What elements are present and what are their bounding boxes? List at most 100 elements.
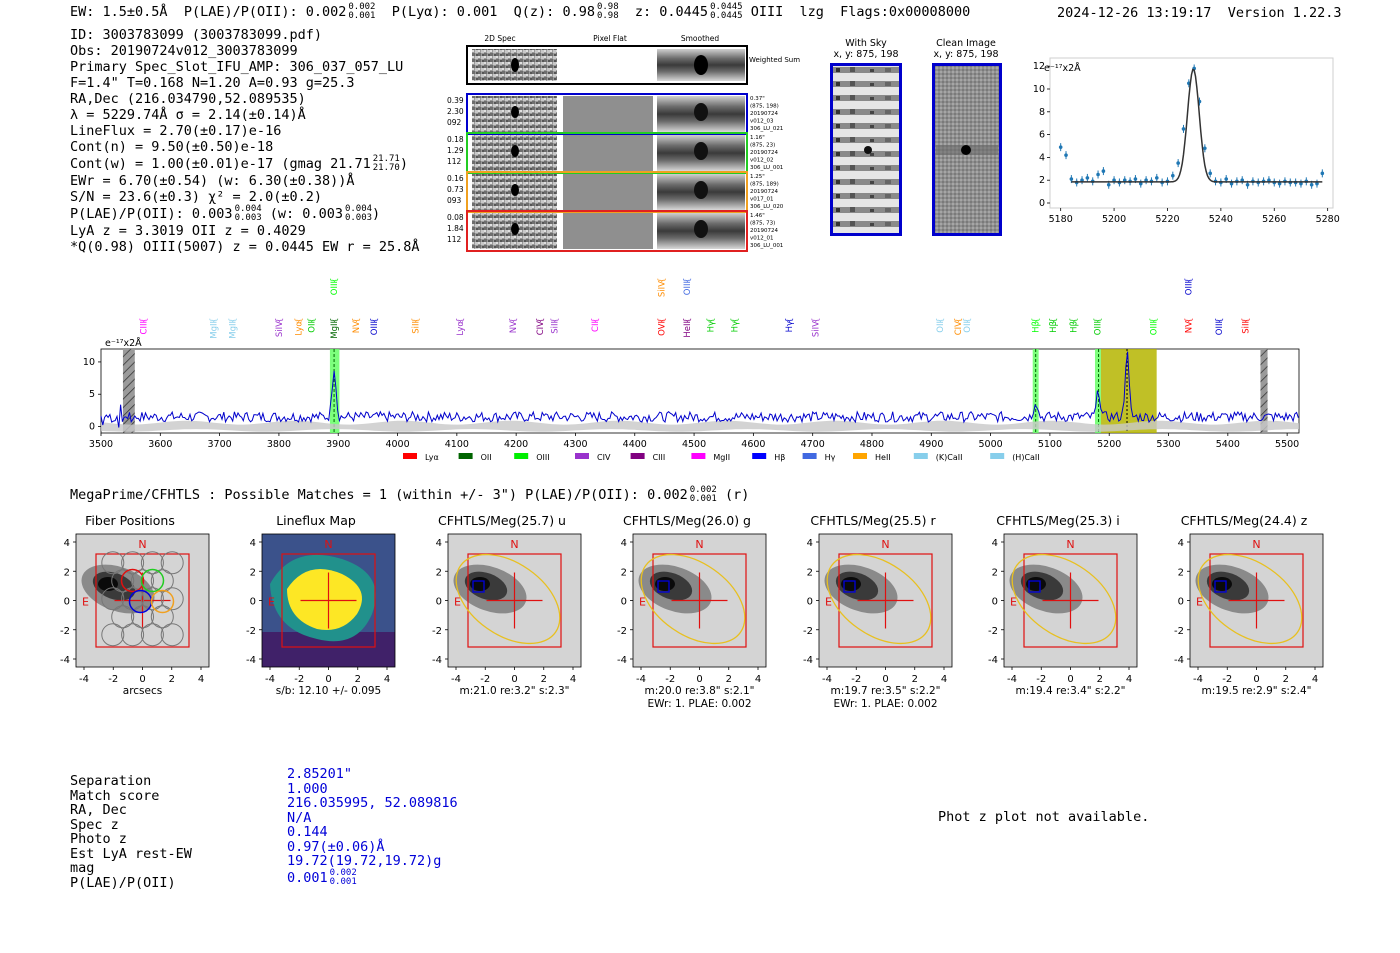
spec-line-marker: CII <box>591 321 601 332</box>
weighted-sum-label: Weighted Sum <box>749 56 800 64</box>
panel-xtick-label: -4 <box>1007 674 1017 685</box>
panel-blob-core <box>287 569 362 630</box>
header-ew: EW: 1.5±0.5Å <box>70 4 168 20</box>
legend-swatch <box>990 453 1005 459</box>
col-2dspec-label: 2D Spec <box>484 34 515 43</box>
spec-line-marker-brace: { <box>1070 318 1080 323</box>
match-ellipse <box>1011 553 1117 645</box>
spec-line-marker: OIII <box>1215 321 1225 335</box>
panel-ytick-label: 4 <box>621 538 627 549</box>
fiber-circle <box>101 623 125 647</box>
info-primary: Primary Spec_Slot_IFU_AMP: 306_037_057_L… <box>70 59 404 75</box>
megaprime-title: MegaPrime/CFHTLS : Possible Matches = 1 … <box>70 486 749 504</box>
panel-ytick-label: 4 <box>64 538 70 549</box>
spec-legend: Lyα OII OIII CIV CIII MgII Hβ Hγ HeII (K)CaII (H)C… <box>403 453 1040 462</box>
fiber-circle <box>131 605 154 629</box>
info-plae-b-lo: 0.003 <box>344 213 373 223</box>
fiber-circle <box>111 569 135 593</box>
zoom-ytick-label: 2 <box>1039 175 1045 186</box>
match-value: 1.000 <box>287 780 328 797</box>
aperture-box <box>95 553 190 648</box>
spec-line-marker: CIV <box>954 321 964 335</box>
panel-ytick-label: 2 <box>250 567 256 578</box>
with-sky-image <box>830 63 902 236</box>
spec-xtick-label: 4400 <box>623 439 647 450</box>
cutout-right-value: 306_LU_001 <box>750 243 783 249</box>
fiber-circle <box>160 587 184 611</box>
header-qz-hi: 0.98 <box>596 2 619 12</box>
panel-xtick-label: 2 <box>1097 674 1103 685</box>
aperture-box <box>838 553 933 648</box>
header-z-lo: 0.0445 <box>710 11 743 21</box>
zoom-point <box>1138 181 1143 186</box>
col-flat-label: Pixel Flat <box>593 34 627 43</box>
panel-caption: m:19.5 re:2.9" s:2.4" <box>1202 685 1312 697</box>
cutout-right-value: (875, 73) <box>750 221 775 227</box>
cutout-left-value: 112 <box>447 157 462 166</box>
spec-line-marker: MgII <box>229 321 239 339</box>
legend-label: OIII <box>536 453 549 462</box>
panel-xtick-label: -4 <box>265 674 275 685</box>
panel-xtick-label: 2 <box>355 674 361 685</box>
info-plae-b: (w: 0.003 <box>269 206 343 222</box>
spec-line-marker-brace: { <box>785 318 795 323</box>
legend-swatch <box>514 453 529 459</box>
match-marker <box>843 580 856 593</box>
cutout-source <box>511 106 519 118</box>
cutout-right-value: v017_01 <box>750 197 774 203</box>
panel-ytick-label: -2 <box>60 626 70 637</box>
spec-xtick-label: 3800 <box>267 439 291 450</box>
spec-line-marker: HeII <box>683 321 693 338</box>
cutout-left-value: 093 <box>447 196 462 205</box>
spec-line-marker: OIII <box>370 321 380 335</box>
spectra-cutouts: 2D Spec Pixel Flat Smoothed Weighted Sum… <box>445 32 800 254</box>
header-version: Version 1.22.3 <box>1227 5 1342 21</box>
spec-line-marker-brace: { <box>210 318 220 323</box>
panel-xtick-label: -2 <box>665 674 675 685</box>
zoom-ytick-label: 4 <box>1039 152 1045 163</box>
match-value: 19.72(19.72,19.72)g <box>287 853 442 869</box>
north-label: N <box>695 538 703 551</box>
fiber-circle <box>160 551 184 575</box>
legend-label: Hγ <box>825 453 836 462</box>
spec-line-marker: SiII <box>1242 321 1252 334</box>
panel-ytick-label: 2 <box>1178 567 1184 578</box>
cutout-flat <box>563 96 653 132</box>
cutout-left-value: 0.18 <box>447 135 464 144</box>
match-marker <box>1028 580 1041 593</box>
zoom-point <box>1181 127 1186 131</box>
spec-line-marker-brace: { <box>707 318 717 323</box>
zoom-point <box>1229 181 1234 186</box>
fiber-highlight <box>120 568 145 593</box>
spec-xtick-label: 4800 <box>860 439 884 450</box>
panel-xtick-label: 4 <box>1126 674 1132 685</box>
panel-xtick-label: -4 <box>79 674 89 685</box>
spec-line <box>100 351 1299 428</box>
spec-ticks: 3500 3600 3700 3800 3900 4000 4100 4200 4300 4400… <box>83 357 1299 450</box>
panel-frame <box>447 533 582 668</box>
panel-caption: s/b: 12.10 +/- 0.095 <box>276 685 381 697</box>
imaging-panel: CFHTLS/Meg(26.0) g N E 4 -4 2 -2 0 0 -2 2 -4 4 m:20.0… <box>603 510 808 720</box>
spec-noise-band <box>101 420 1299 432</box>
match-plae-line: 0.001 0.002 0.001 <box>287 868 458 887</box>
cutout-left-value: 112 <box>447 235 462 244</box>
panel-ytick-label: 4 <box>1178 538 1184 549</box>
zoom-point <box>1133 177 1138 181</box>
panel-svg: NE4-42-200-22-44m:20.0 re:3.8" s:2.1"EWr… <box>617 533 767 710</box>
info-plae-a-lo: 0.003 <box>234 213 262 223</box>
cutout-right-value: (875, 23) <box>750 143 775 149</box>
header-datetime: 2024-12-26 13:19:17 <box>1057 5 1212 21</box>
panel-ytick-label: 0 <box>992 597 998 608</box>
cutout-right-value: 20190724 <box>750 111 778 117</box>
panel-xtick-label: 2 <box>726 674 732 685</box>
match-label: Photo z <box>70 831 127 847</box>
match-values: 2.85201" 1.000 216.035995, 52.089816 N/A… <box>287 767 458 887</box>
panel-xtick-label: 4 <box>941 674 947 685</box>
panel-ytick-label: 4 <box>807 538 813 549</box>
zoom-points <box>1058 64 1325 189</box>
cutout-source <box>511 145 519 157</box>
spec-xtick-label: 4600 <box>741 439 765 450</box>
spec-line-marker: OII <box>936 321 946 333</box>
clean-label: Clean Image <box>936 38 996 49</box>
